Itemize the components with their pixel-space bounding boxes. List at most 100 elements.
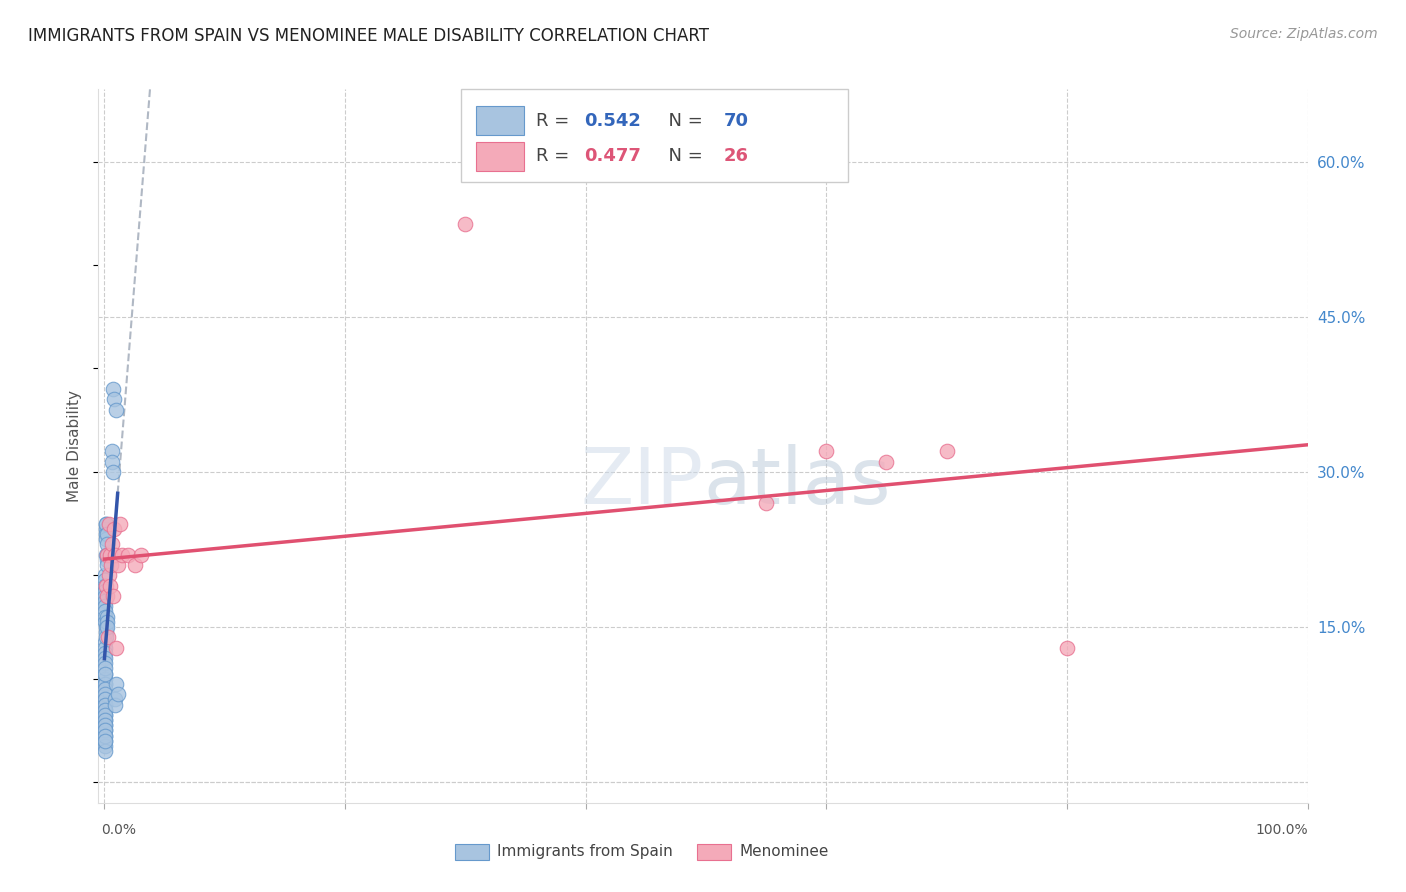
Point: [755, 496, 778, 510]
Point: [93, 651, 115, 665]
Text: 70: 70: [724, 112, 748, 129]
Point: [94, 522, 117, 536]
Point: [94, 620, 117, 634]
Point: [94, 583, 117, 598]
Point: [93, 713, 115, 727]
Point: [93, 729, 115, 743]
Point: [93, 744, 115, 758]
Point: [454, 217, 477, 231]
Point: [96, 537, 118, 551]
Point: [105, 640, 128, 655]
Point: [94, 589, 117, 603]
Text: R =: R =: [536, 147, 575, 165]
Point: [107, 687, 129, 701]
Point: [94, 625, 117, 640]
Point: [96, 548, 118, 562]
Point: [93, 713, 115, 727]
Point: [96, 615, 118, 629]
Point: [93, 640, 115, 655]
Point: [94, 698, 117, 712]
Point: [94, 605, 117, 619]
Point: [815, 444, 838, 458]
Text: atlas: atlas: [703, 443, 890, 520]
Point: [93, 739, 115, 753]
Point: [93, 677, 115, 691]
Point: [98, 548, 121, 562]
Point: [93, 703, 115, 717]
FancyBboxPatch shape: [475, 142, 524, 170]
Point: [96, 527, 118, 541]
Point: [93, 687, 115, 701]
Point: [105, 402, 128, 417]
Point: [93, 733, 115, 747]
Text: N =: N =: [657, 112, 709, 129]
Point: [97, 630, 120, 644]
Text: IMMIGRANTS FROM SPAIN VS MENOMINEE MALE DISABILITY CORRELATION CHART: IMMIGRANTS FROM SPAIN VS MENOMINEE MALE …: [28, 27, 709, 45]
Point: [100, 558, 122, 572]
Point: [94, 579, 117, 593]
Point: [104, 692, 127, 706]
Point: [108, 516, 131, 531]
Point: [94, 692, 117, 706]
Point: [93, 718, 115, 732]
Point: [93, 692, 115, 706]
Point: [96, 532, 118, 546]
Point: [94, 707, 117, 722]
Point: [93, 723, 115, 738]
Point: [107, 558, 129, 572]
Point: [94, 698, 117, 712]
FancyBboxPatch shape: [461, 89, 848, 182]
Point: [100, 444, 122, 458]
Point: [129, 548, 152, 562]
Point: [96, 589, 118, 603]
Point: [100, 579, 122, 593]
Point: [93, 729, 115, 743]
Point: [93, 681, 115, 696]
Point: [94, 656, 117, 670]
Point: [96, 548, 118, 562]
Point: [97, 516, 120, 531]
Text: Immigrants from Spain: Immigrants from Spain: [498, 844, 673, 859]
Point: [94, 723, 117, 738]
Point: [103, 382, 125, 396]
Point: [124, 558, 146, 572]
Text: N =: N =: [657, 147, 709, 165]
Text: Source: ZipAtlas.com: Source: ZipAtlas.com: [1230, 27, 1378, 41]
Point: [93, 707, 115, 722]
Point: [94, 599, 117, 614]
Point: [104, 677, 127, 691]
Point: [875, 454, 897, 468]
Point: [93, 733, 115, 747]
Point: [1056, 640, 1078, 655]
Text: 0.477: 0.477: [585, 147, 641, 165]
Point: [94, 574, 117, 588]
Point: [93, 677, 115, 691]
Point: [100, 537, 122, 551]
Point: [93, 718, 115, 732]
Text: 0.542: 0.542: [585, 112, 641, 129]
Text: Menominee: Menominee: [740, 844, 828, 859]
Point: [94, 594, 117, 608]
Point: [96, 558, 118, 572]
Point: [101, 465, 124, 479]
Point: [101, 454, 124, 468]
Point: [103, 522, 125, 536]
Y-axis label: Male Disability: Male Disability: [67, 390, 83, 502]
Point: [96, 553, 118, 567]
Point: [96, 516, 118, 531]
Point: [96, 609, 118, 624]
Text: 100.0%: 100.0%: [1256, 823, 1308, 838]
Point: [94, 630, 117, 644]
Point: [104, 548, 127, 562]
Point: [101, 589, 124, 603]
Text: R =: R =: [536, 112, 575, 129]
Point: [94, 516, 117, 531]
Text: 0.0%: 0.0%: [101, 823, 136, 838]
FancyBboxPatch shape: [475, 106, 524, 135]
Point: [111, 548, 134, 562]
Point: [98, 568, 121, 582]
Point: [104, 698, 127, 712]
Point: [96, 579, 118, 593]
FancyBboxPatch shape: [456, 844, 489, 860]
Point: [94, 666, 117, 681]
